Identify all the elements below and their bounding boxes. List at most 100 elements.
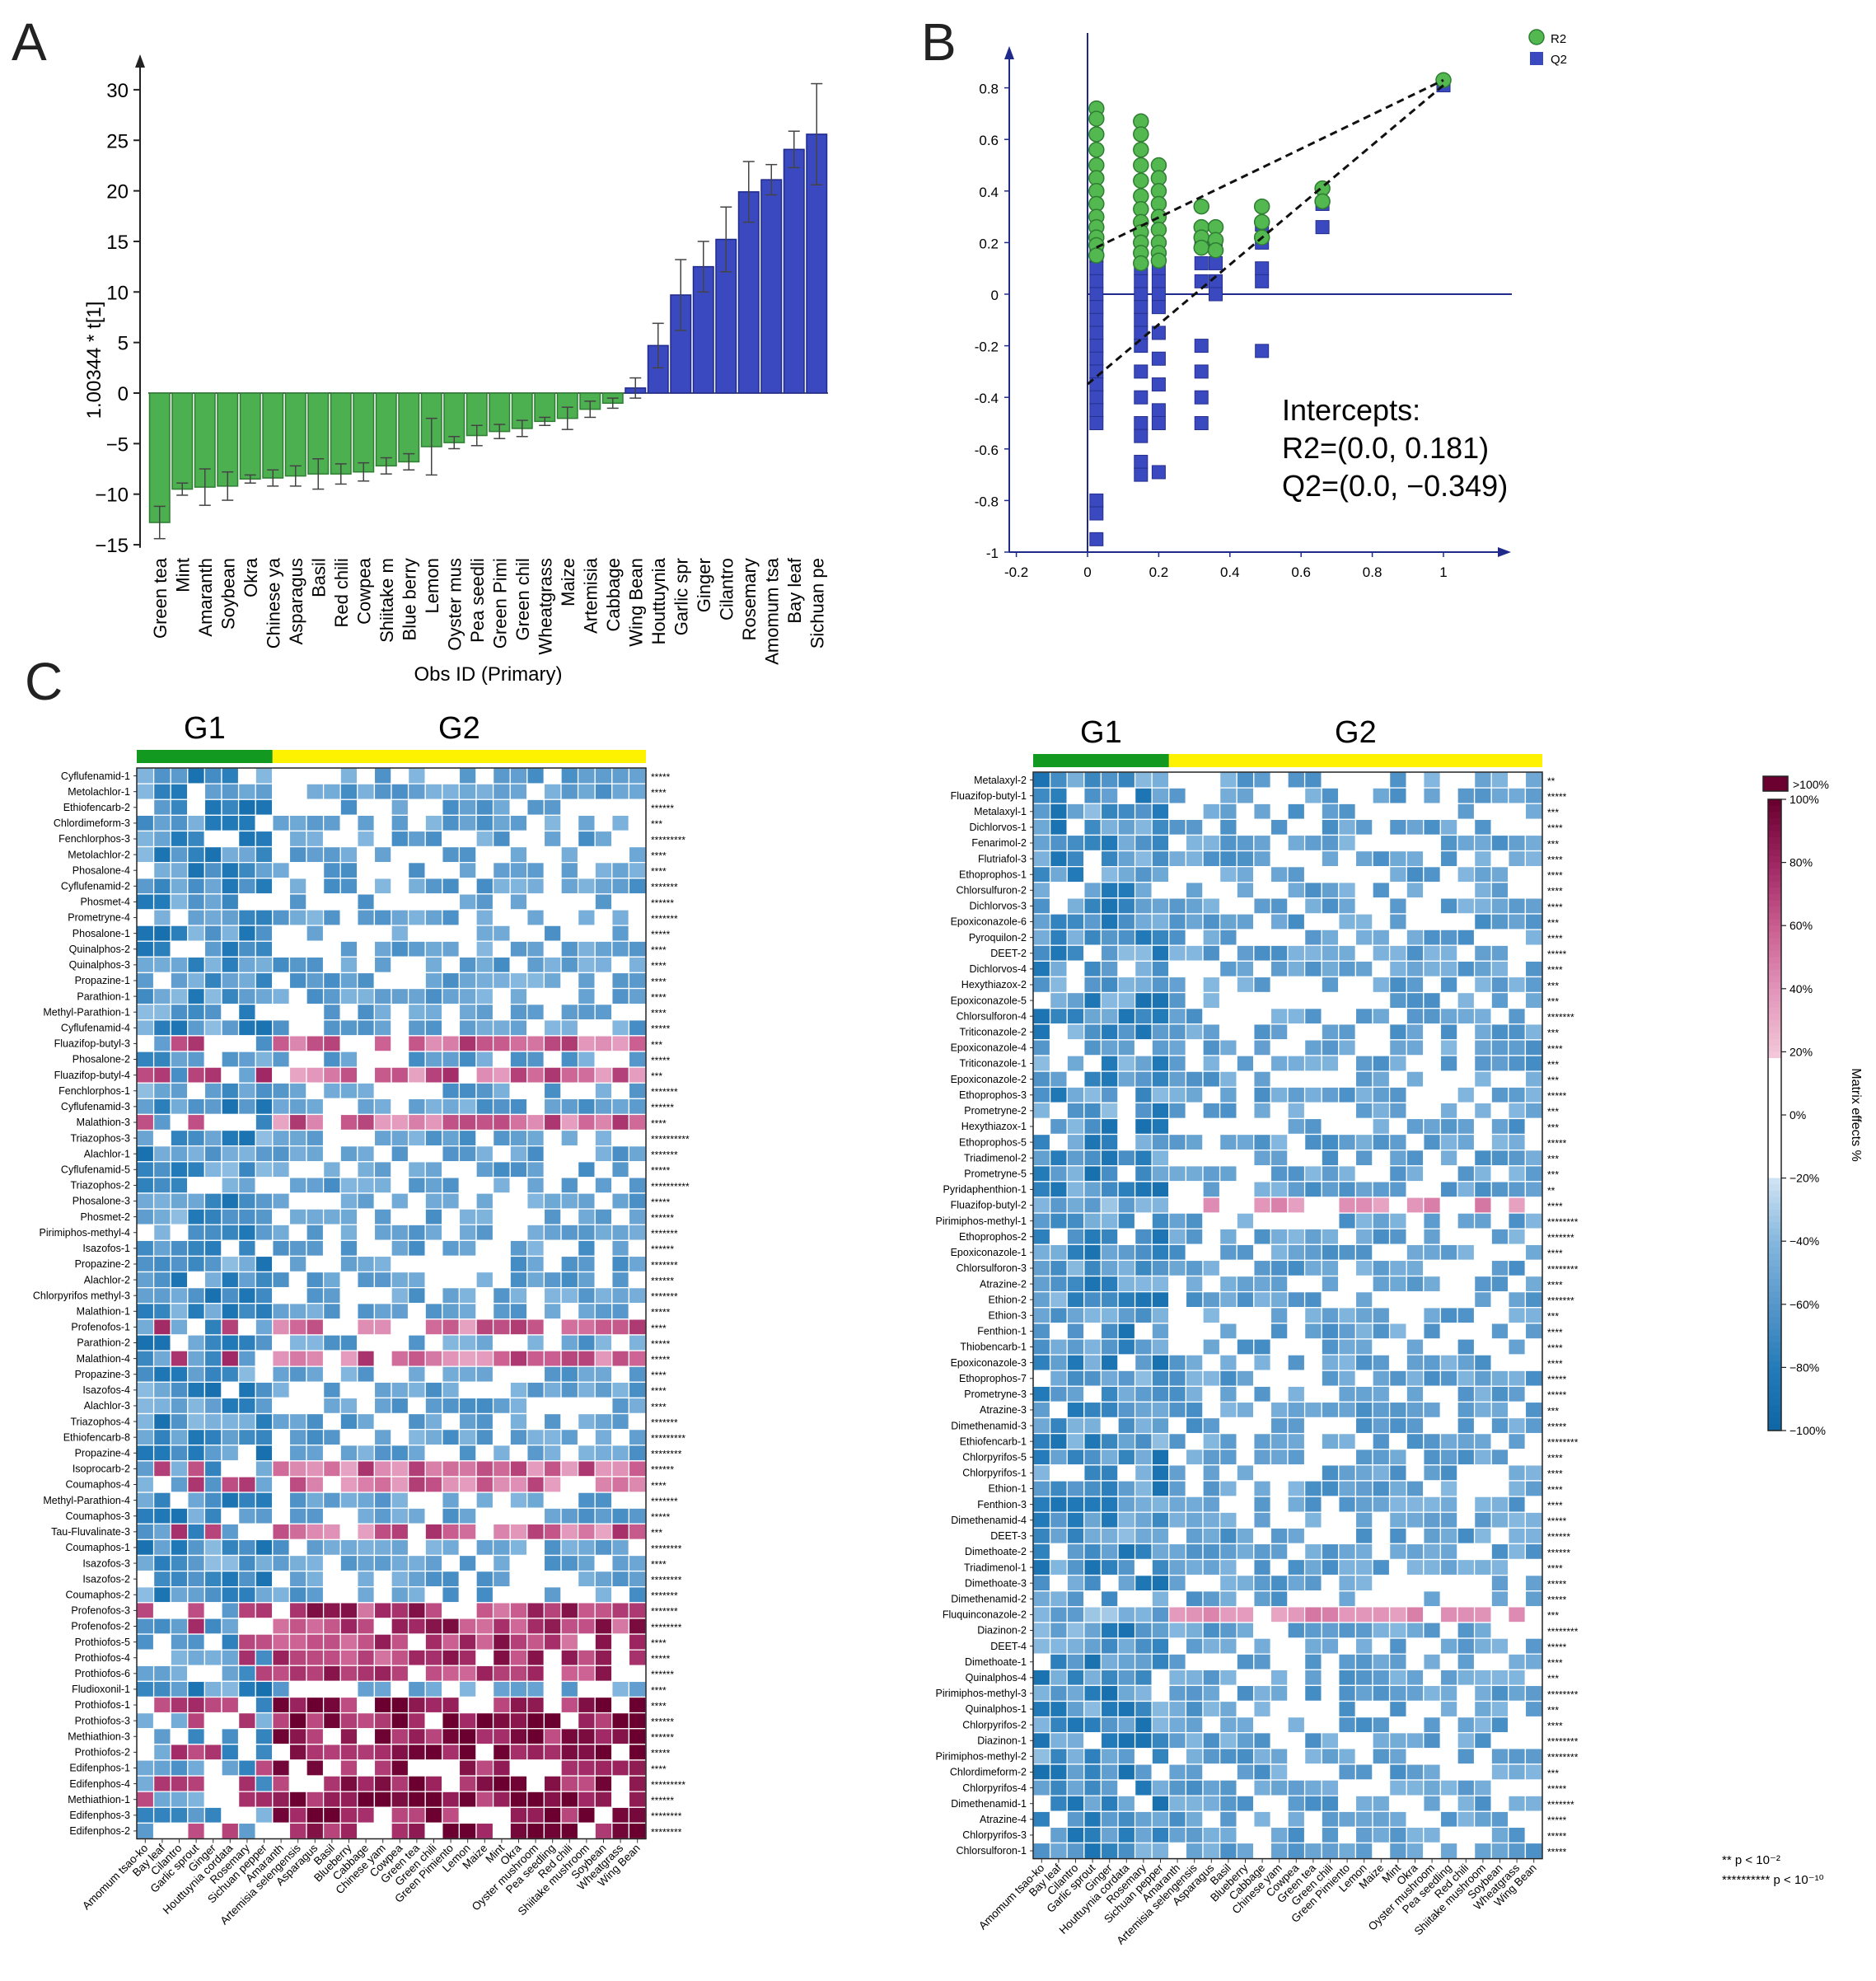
heatmap-cell bbox=[1321, 1795, 1340, 1812]
heatmap-cell bbox=[1134, 1637, 1153, 1655]
row-label: Alachlor-3 bbox=[84, 1400, 130, 1412]
heatmap-cell bbox=[424, 1822, 443, 1840]
heatmap-cell bbox=[373, 1712, 392, 1730]
heatmap-cell bbox=[221, 1712, 240, 1730]
heatmap-cell bbox=[1388, 1338, 1407, 1356]
heatmap-cell bbox=[221, 1271, 240, 1289]
heatmap-cell bbox=[1372, 1716, 1391, 1734]
heatmap-cell bbox=[458, 1161, 477, 1178]
heatmap-cell bbox=[136, 1098, 155, 1116]
heatmap-cell bbox=[475, 909, 494, 926]
heatmap-cell bbox=[458, 1051, 477, 1068]
heatmap-cell bbox=[1032, 1779, 1051, 1796]
heatmap-cell bbox=[1117, 834, 1136, 852]
heatmap-cell bbox=[1236, 1243, 1255, 1262]
heatmap-cell bbox=[288, 1507, 307, 1524]
heatmap-cell bbox=[1354, 803, 1373, 820]
heatmap-cell bbox=[221, 1255, 240, 1273]
heatmap-cell bbox=[1083, 771, 1102, 789]
heatmap-cell bbox=[1168, 1055, 1187, 1072]
heatmap-cell bbox=[221, 1428, 240, 1446]
heatmap-cell bbox=[170, 1806, 189, 1824]
heatmap-cell bbox=[492, 893, 511, 911]
heatmap-cell bbox=[1457, 1039, 1476, 1056]
heatmap-cell bbox=[442, 1019, 461, 1037]
heatmap-cell bbox=[373, 925, 392, 942]
heatmap-cell bbox=[1524, 1700, 1543, 1718]
heatmap-cell bbox=[475, 1019, 494, 1037]
heatmap-cell bbox=[1219, 1102, 1237, 1120]
heatmap-cell bbox=[187, 1177, 206, 1194]
heatmap-cell bbox=[1490, 1669, 1509, 1687]
heatmap-cell bbox=[1236, 1370, 1255, 1387]
r2-marker bbox=[1088, 110, 1105, 127]
heatmap-cell bbox=[1083, 1748, 1102, 1765]
heatmap-cell bbox=[1303, 1070, 1322, 1088]
heatmap-cell bbox=[442, 767, 461, 784]
heatmap-cell bbox=[1049, 1055, 1068, 1072]
heatmap-cell bbox=[272, 1113, 291, 1131]
significance-stars: ** bbox=[1547, 775, 1556, 787]
heatmap-cell bbox=[1372, 913, 1391, 930]
heatmap-cell bbox=[543, 1759, 562, 1777]
heatmap-cell bbox=[187, 1554, 206, 1572]
heatmap-cell bbox=[1303, 882, 1322, 899]
heatmap-cell bbox=[1423, 1464, 1442, 1482]
heatmap-cell bbox=[1100, 1622, 1119, 1639]
heatmap-cell bbox=[424, 1271, 443, 1289]
bar bbox=[284, 392, 306, 477]
heatmap-cell bbox=[458, 1649, 477, 1666]
heatmap-cell bbox=[1388, 803, 1407, 820]
heatmap-cell bbox=[1185, 1606, 1204, 1623]
heatmap-cell bbox=[1100, 1795, 1119, 1812]
heatmap-cell bbox=[1202, 1401, 1221, 1419]
heatmap-cell bbox=[1168, 1181, 1187, 1198]
heatmap-cell bbox=[407, 1523, 426, 1541]
heatmap-cell bbox=[1406, 976, 1425, 994]
heatmap-cell bbox=[475, 1665, 494, 1683]
heatmap-cell bbox=[526, 1586, 545, 1604]
heatmap-cell bbox=[424, 1255, 443, 1273]
heatmap-cell bbox=[543, 767, 562, 784]
heatmap-cell bbox=[357, 1554, 376, 1572]
significance-stars: ***** bbox=[1547, 1137, 1567, 1149]
heatmap-cell bbox=[1439, 1338, 1458, 1356]
heatmap-cell bbox=[1508, 1449, 1527, 1466]
heatmap-cell bbox=[170, 1303, 189, 1320]
row-label: Edifenphos-1 bbox=[69, 1763, 130, 1774]
heatmap-cell bbox=[1270, 1165, 1289, 1183]
heatmap-cell bbox=[1185, 1637, 1204, 1655]
heatmap-cell bbox=[442, 1523, 461, 1541]
heatmap-cell bbox=[424, 1476, 443, 1493]
heatmap-cell bbox=[1100, 1590, 1119, 1608]
row-label: Pyroquilon-2 bbox=[969, 932, 1027, 944]
row-label: Prothiofos-1 bbox=[75, 1699, 130, 1711]
heatmap-cell bbox=[492, 1161, 511, 1178]
heatmap-cell bbox=[611, 1381, 630, 1399]
heatmap-cell bbox=[1473, 1354, 1492, 1371]
heatmap-cell bbox=[1117, 1543, 1136, 1561]
heatmap-cell bbox=[1372, 1086, 1391, 1103]
heatmap-cell bbox=[288, 830, 307, 848]
row-label: Ethion-2 bbox=[988, 1294, 1027, 1305]
heatmap-cell bbox=[594, 1412, 613, 1431]
heatmap-cell bbox=[1066, 1023, 1085, 1041]
heatmap-cell bbox=[526, 1145, 545, 1163]
heatmap-cell bbox=[1032, 771, 1051, 789]
heatmap-cell bbox=[1253, 1574, 1272, 1592]
significance-stars: *** bbox=[651, 1070, 662, 1082]
heatmap-cell bbox=[1508, 787, 1527, 804]
heatmap-cell bbox=[237, 1570, 256, 1588]
heatmap-cell bbox=[1508, 1385, 1527, 1403]
heatmap-cell bbox=[1219, 1669, 1237, 1687]
heatmap-cell bbox=[152, 1066, 171, 1084]
heatmap-cell bbox=[1354, 1669, 1373, 1687]
heatmap-cell bbox=[1066, 1748, 1085, 1765]
heatmap-cell bbox=[1151, 1165, 1170, 1183]
heatmap-cell bbox=[1388, 1323, 1407, 1340]
heatmap-cell bbox=[1338, 882, 1357, 899]
significance-stars: *** bbox=[1547, 1169, 1559, 1181]
heatmap-cell bbox=[391, 925, 409, 942]
heatmap-cell bbox=[1185, 1385, 1204, 1403]
heatmap-cell bbox=[1032, 1181, 1051, 1198]
